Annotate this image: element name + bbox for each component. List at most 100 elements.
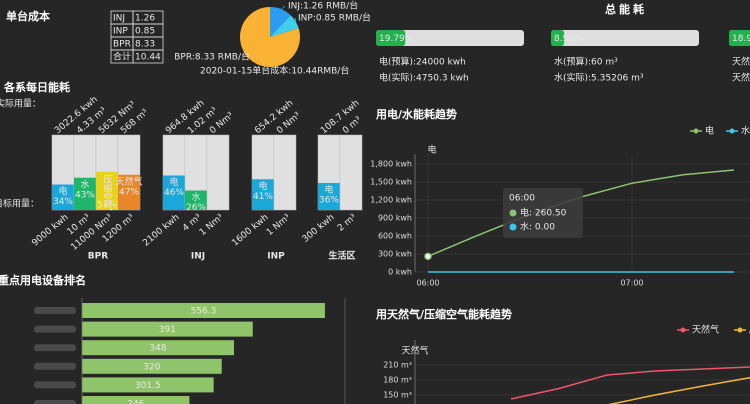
column-percent: 47% [119,187,139,197]
energy-line: 天然 [732,72,750,84]
column-fill [318,183,340,210]
bar-label: 246 [127,400,144,404]
series-line [608,376,750,404]
column-percent: 43% [75,190,95,200]
column-percent: 46% [164,188,184,198]
series-line [510,366,750,400]
bar [82,321,253,337]
gas-trend-title: 用天然气/压缩空气能耗趋势 [376,307,512,321]
energy-line: 水(预算):60 m³ [554,56,618,68]
column-track [273,134,297,211]
column-percent: 36% [319,196,339,206]
bar-label: 301.5 [135,381,161,391]
actual-label: 实际用量： [0,98,41,110]
pie-label: BPR:8.33 RMB/台 [174,51,250,63]
progress-label: 18.9 [732,34,750,44]
group-name: INP [267,252,285,262]
target-value: 300 kwh [301,213,337,245]
legend-dot [737,327,743,333]
y-tick-label: 180 m³ [383,376,412,385]
table-value: 0.85 [135,27,155,37]
y-tick-label: 600 kwh [378,232,412,241]
y-tick-label: 150 m³ [383,391,412,400]
progress-fill [376,30,406,46]
table-value: 8.33 [135,40,155,50]
column-fill [118,174,140,210]
pie-slice [270,15,299,38]
pie-slice [240,7,301,67]
column-fill [96,171,118,210]
legend-label: 电 [705,125,714,137]
bar [82,377,214,393]
total-energy-title: 总能耗 [605,2,647,16]
column-label: 电 [324,184,333,196]
progress-fill [729,30,750,46]
progress-track [376,30,524,46]
tooltip-dot [509,223,517,231]
column-label: 天然气 [115,175,142,187]
progress-label: 19.79% [379,34,414,44]
y-tick-label: 1,200 kwh [370,196,412,205]
target-value: 2100 kwh [141,213,181,249]
x-tick-label: 07:00 [620,279,643,288]
column-label: 电 [169,176,178,188]
column-percent: 34% [53,197,73,207]
y-tick-label: 300 kwh [378,250,412,259]
pie-label: INJ:1.26 RMB/台 [288,0,358,12]
bar-label: 348 [149,344,166,354]
column-label: 压缩空气 [102,175,113,211]
column-fill [185,190,207,210]
bar-label: 391 [159,325,176,335]
y-tick-label: 210 m³ [383,361,412,370]
table-value: 1.26 [135,14,155,24]
group-name: 生活区 [328,250,355,262]
tooltip-dot [509,209,517,217]
column-percent: 51% [97,201,117,211]
energy-line: 水(实际):5.35206 m³ [554,72,644,84]
column-percent: 26% [186,203,206,213]
blurred-name [34,400,76,404]
column-track [339,134,363,211]
y-axis-title: 电 [427,144,436,156]
progress-label: 8.92% [554,34,583,44]
energy-line: 电(实际):4750.3 kwh [379,72,469,84]
column-label: 电 [58,185,67,197]
daily-title: 各系每日能耗 [3,80,70,94]
column-fill [74,177,96,210]
blurred-name [34,307,76,314]
bar [82,396,190,404]
legend-dot [680,327,686,333]
group-name: INJ [191,252,205,262]
target-value: 1 Nm³ [265,212,293,238]
target-label: 目标用量： [0,198,39,210]
blurred-name [34,381,76,389]
unit-cost-title: 单台成本 [6,9,50,23]
x-tick-label: 06:00 [416,279,439,288]
blurred-name [34,325,76,333]
tooltip-line: 电: 260.50 [520,207,567,219]
table-key: 合计 [113,51,131,63]
target-value: 2 m³ [336,212,359,233]
column-label: 水 [80,178,89,190]
ranking-title: 重点用电设备排名 [0,273,86,287]
leader-line [280,5,286,10]
y-tick-label: 0 kwh [388,268,412,277]
group-name: BPR [88,252,108,262]
legend-dot [693,128,699,134]
table-key: INP [113,27,128,37]
table-key: BPR [113,40,131,50]
table-cell [132,49,164,64]
tooltip-line: 水: 0.00 [520,221,555,233]
table-value: 10.44 [135,53,161,63]
y-tick-label: 1,500 kwh [370,178,412,187]
column-percent: 41% [253,192,273,202]
progress-track [551,30,699,46]
target-value: 9000 kwh [30,213,70,249]
y-tick-label: 900 kwh [378,214,412,223]
energy-line: 天然 [732,56,750,68]
target-value: 1 Nm³ [198,212,226,238]
hover-point [424,252,432,261]
column-fill [252,179,274,210]
legend-dot [729,128,735,134]
